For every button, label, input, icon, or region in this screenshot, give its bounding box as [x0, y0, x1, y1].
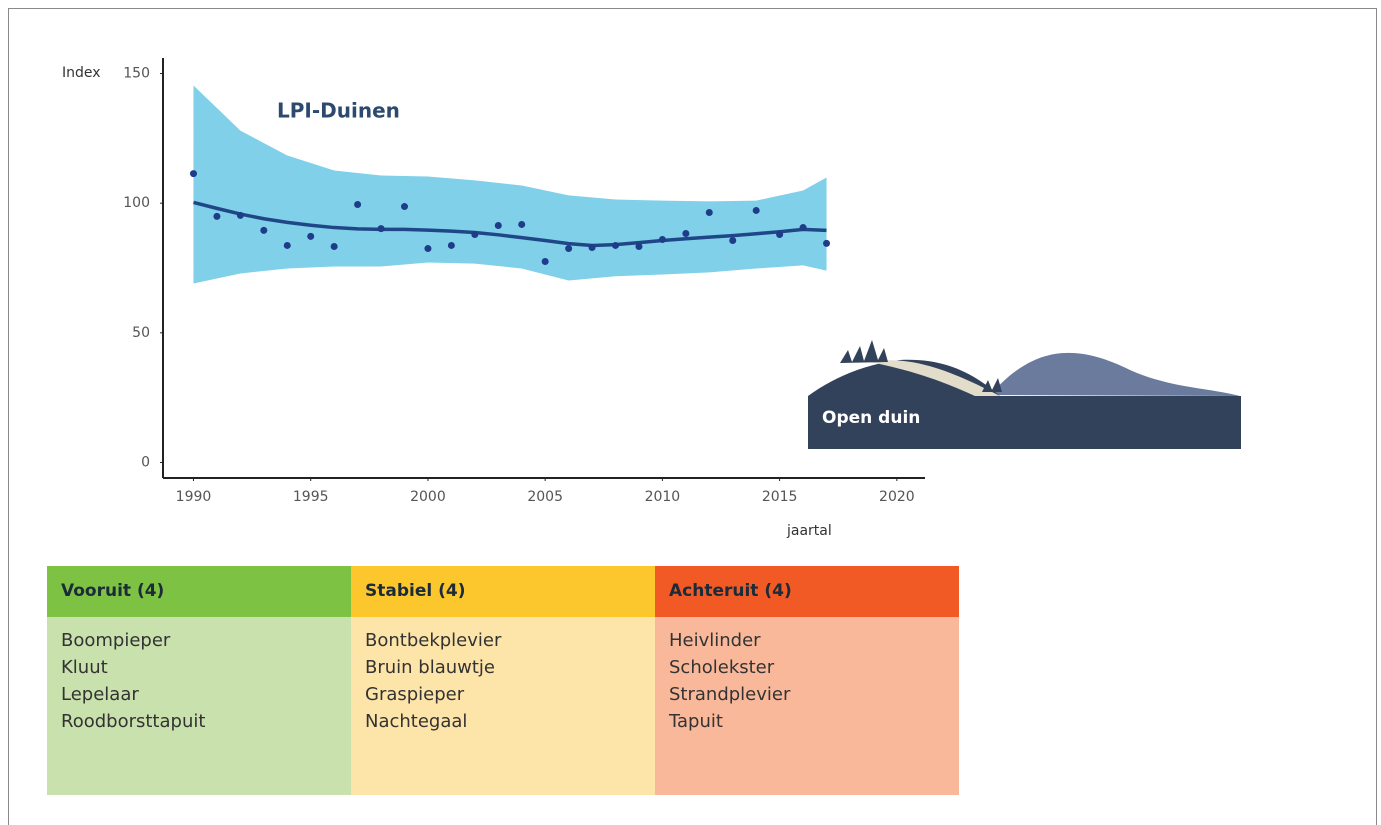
data-point — [213, 212, 221, 220]
data-point — [776, 231, 784, 239]
table-column: Vooruit (4) Boompieper Kluut Lepelaar Roodbo… — [47, 566, 351, 795]
data-point — [565, 245, 573, 253]
x-tick-label: 2000 — [410, 489, 446, 505]
column-header: Achteruit (4) — [655, 566, 959, 617]
data-point — [823, 239, 831, 247]
grass — [840, 340, 888, 363]
y-tick-label: 0 — [141, 454, 150, 470]
y-tick-label: 100 — [123, 195, 150, 211]
x-tick-label: 2020 — [879, 489, 915, 505]
x-tick-label: 1990 — [176, 489, 212, 505]
data-point — [283, 241, 291, 249]
x-tick-label: 2010 — [645, 489, 681, 505]
species: Roodborsttapuit — [61, 711, 206, 732]
data-point — [612, 241, 620, 249]
data-point — [799, 224, 807, 232]
sand — [870, 360, 1000, 396]
data-point — [541, 258, 549, 266]
grass — [982, 378, 1002, 392]
species: Bruin blauwtje — [365, 657, 496, 678]
data-point — [424, 245, 432, 253]
data-point — [354, 200, 362, 208]
data-point — [447, 241, 455, 249]
species: Kluut — [61, 657, 108, 678]
data-point — [729, 237, 737, 245]
data-point — [330, 242, 338, 250]
x-tick-label: 1995 — [293, 489, 329, 505]
data-point — [307, 232, 315, 240]
species: Strandplevier — [669, 684, 791, 705]
y-axis-label: Index — [62, 65, 101, 81]
column-body: Heivlinder Scholekster Strandplevier Tapuit — [655, 617, 959, 795]
species: Bontbekplevier — [365, 630, 502, 651]
column-body: Boompieper Kluut Lepelaar Roodborsttapuit — [47, 617, 351, 795]
x-tick-label: 2005 — [527, 489, 563, 505]
trend-line — [193, 200, 827, 248]
x-axis-label: jaartal — [786, 523, 832, 539]
confidence-band — [193, 85, 827, 284]
species: Graspieper — [365, 684, 465, 705]
data-point — [752, 206, 760, 214]
species: Boompieper — [61, 630, 171, 651]
dune-illustration — [808, 340, 1240, 396]
data-point — [518, 220, 526, 228]
habitat-label: Open duin — [808, 396, 1241, 449]
chart: LPI-Duinen Index jaartal 0 50 100 150 1990 19… — [62, 58, 925, 539]
data-point — [682, 230, 690, 238]
column-header: Vooruit (4) — [47, 566, 351, 617]
table-column: Stabiel (4) Bontbekplevier Bruin blauwtje G… — [351, 566, 655, 795]
y-tick-label: 50 — [132, 325, 150, 341]
frame — [8, 8, 1377, 825]
species: Scholekster — [669, 657, 775, 678]
column-header: Stabiel (4) — [351, 566, 655, 617]
data-point — [471, 231, 479, 239]
data-point — [400, 203, 408, 211]
data-point — [635, 242, 643, 250]
species: Lepelaar — [61, 684, 139, 705]
data-point — [588, 244, 596, 252]
chart-title: LPI-Duinen — [277, 99, 400, 123]
hill — [990, 352, 1240, 396]
data-point — [236, 211, 244, 219]
data-point — [658, 235, 666, 243]
data-point — [494, 221, 502, 229]
data-point — [705, 209, 713, 217]
hill — [808, 359, 1000, 396]
species: Heivlinder — [669, 630, 761, 651]
x-tick-label: 2015 — [762, 489, 798, 505]
species: Nachtegaal — [365, 711, 468, 732]
species: Tapuit — [669, 711, 723, 732]
data-point — [377, 225, 385, 233]
y-tick-label: 150 — [123, 66, 150, 82]
column-body: Bontbekplevier Bruin blauwtje Graspieper Na… — [351, 617, 655, 795]
table-column: Achteruit (4) Heivlinder Scholekster Strand… — [655, 566, 959, 795]
data-point — [260, 226, 268, 234]
data-point — [189, 170, 197, 178]
